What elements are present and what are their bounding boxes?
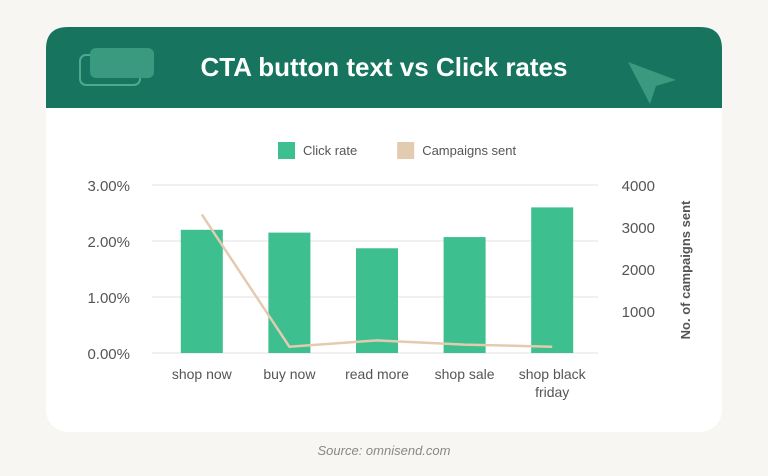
- x-tick-label: read more: [345, 366, 409, 382]
- header: [46, 27, 722, 108]
- legend-label: Campaigns sent: [422, 143, 516, 158]
- x-tick-label: shop now: [171, 366, 232, 382]
- legend-swatch: [278, 142, 295, 159]
- y-tick-label: 2.00%: [87, 234, 130, 251]
- icon: [90, 48, 154, 78]
- line: [200, 213, 553, 348]
- legend-swatch: [397, 142, 415, 159]
- source: Source: omnisend.com: [318, 443, 451, 458]
- x-tick-label: shop black friday: [518, 366, 586, 400]
- bar: [180, 229, 223, 353]
- cursor-icon: [628, 62, 676, 104]
- y2-tick-label: 1000: [622, 304, 655, 321]
- y2-axis-label: No. of campaigns sent: [678, 200, 693, 339]
- bar: [531, 207, 574, 353]
- y2-tick-label: 2000: [622, 262, 655, 279]
- x-tick-label: buy now: [263, 366, 316, 382]
- bar: [268, 232, 311, 353]
- title: CTA button text vs Click rates: [201, 52, 568, 82]
- legend-label: Click rate: [303, 143, 357, 158]
- y-tick-label: 1.00%: [87, 290, 130, 307]
- x-tick-label: shop sale: [434, 366, 495, 382]
- y-tick-label: 3.00%: [87, 178, 130, 195]
- y2-tick-label: 4000: [622, 178, 655, 195]
- bar: [356, 248, 398, 353]
- y2-tick-label: 3000: [622, 220, 655, 237]
- bar: [443, 237, 486, 353]
- y-tick-label: 0.00%: [87, 346, 130, 363]
